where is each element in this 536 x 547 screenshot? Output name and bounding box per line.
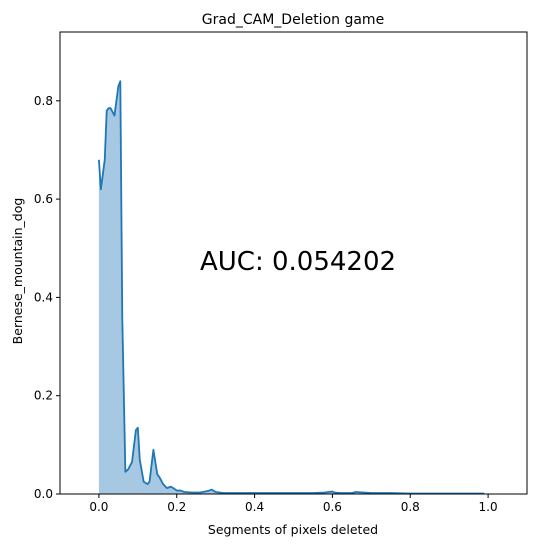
area-fill <box>98 81 485 495</box>
x-tick-label: 0.6 <box>323 500 342 514</box>
axes-frame <box>59 31 528 495</box>
y-tick-label: 0.4 <box>34 290 53 304</box>
x-tick-label: 0.4 <box>245 500 264 514</box>
y-tick-label: 0.0 <box>34 487 53 501</box>
x-axis: 0.0 0.2 0.4 0.6 0.8 1.0 <box>89 494 498 514</box>
x-tick-label: 0.0 <box>89 500 108 514</box>
y-tick-label: 0.8 <box>34 94 53 108</box>
plot-area <box>98 80 485 495</box>
auc-annotation: AUC: 0.054202 <box>200 247 396 277</box>
y-axis-label: Bernese_mountain_dog <box>10 198 25 345</box>
series-line <box>98 80 485 495</box>
x-tick-label: 1.0 <box>479 500 498 514</box>
y-axis: 0.0 0.2 0.4 0.6 0.8 <box>34 94 60 501</box>
y-tick-label: 0.2 <box>34 389 53 403</box>
x-axis-label: Segments of pixels deleted <box>208 522 378 537</box>
chart-title: Grad_CAM_Deletion game <box>202 12 384 28</box>
x-tick-label: 0.8 <box>401 500 420 514</box>
x-tick-label: 0.2 <box>167 500 186 514</box>
y-tick-label: 0.6 <box>34 192 53 206</box>
